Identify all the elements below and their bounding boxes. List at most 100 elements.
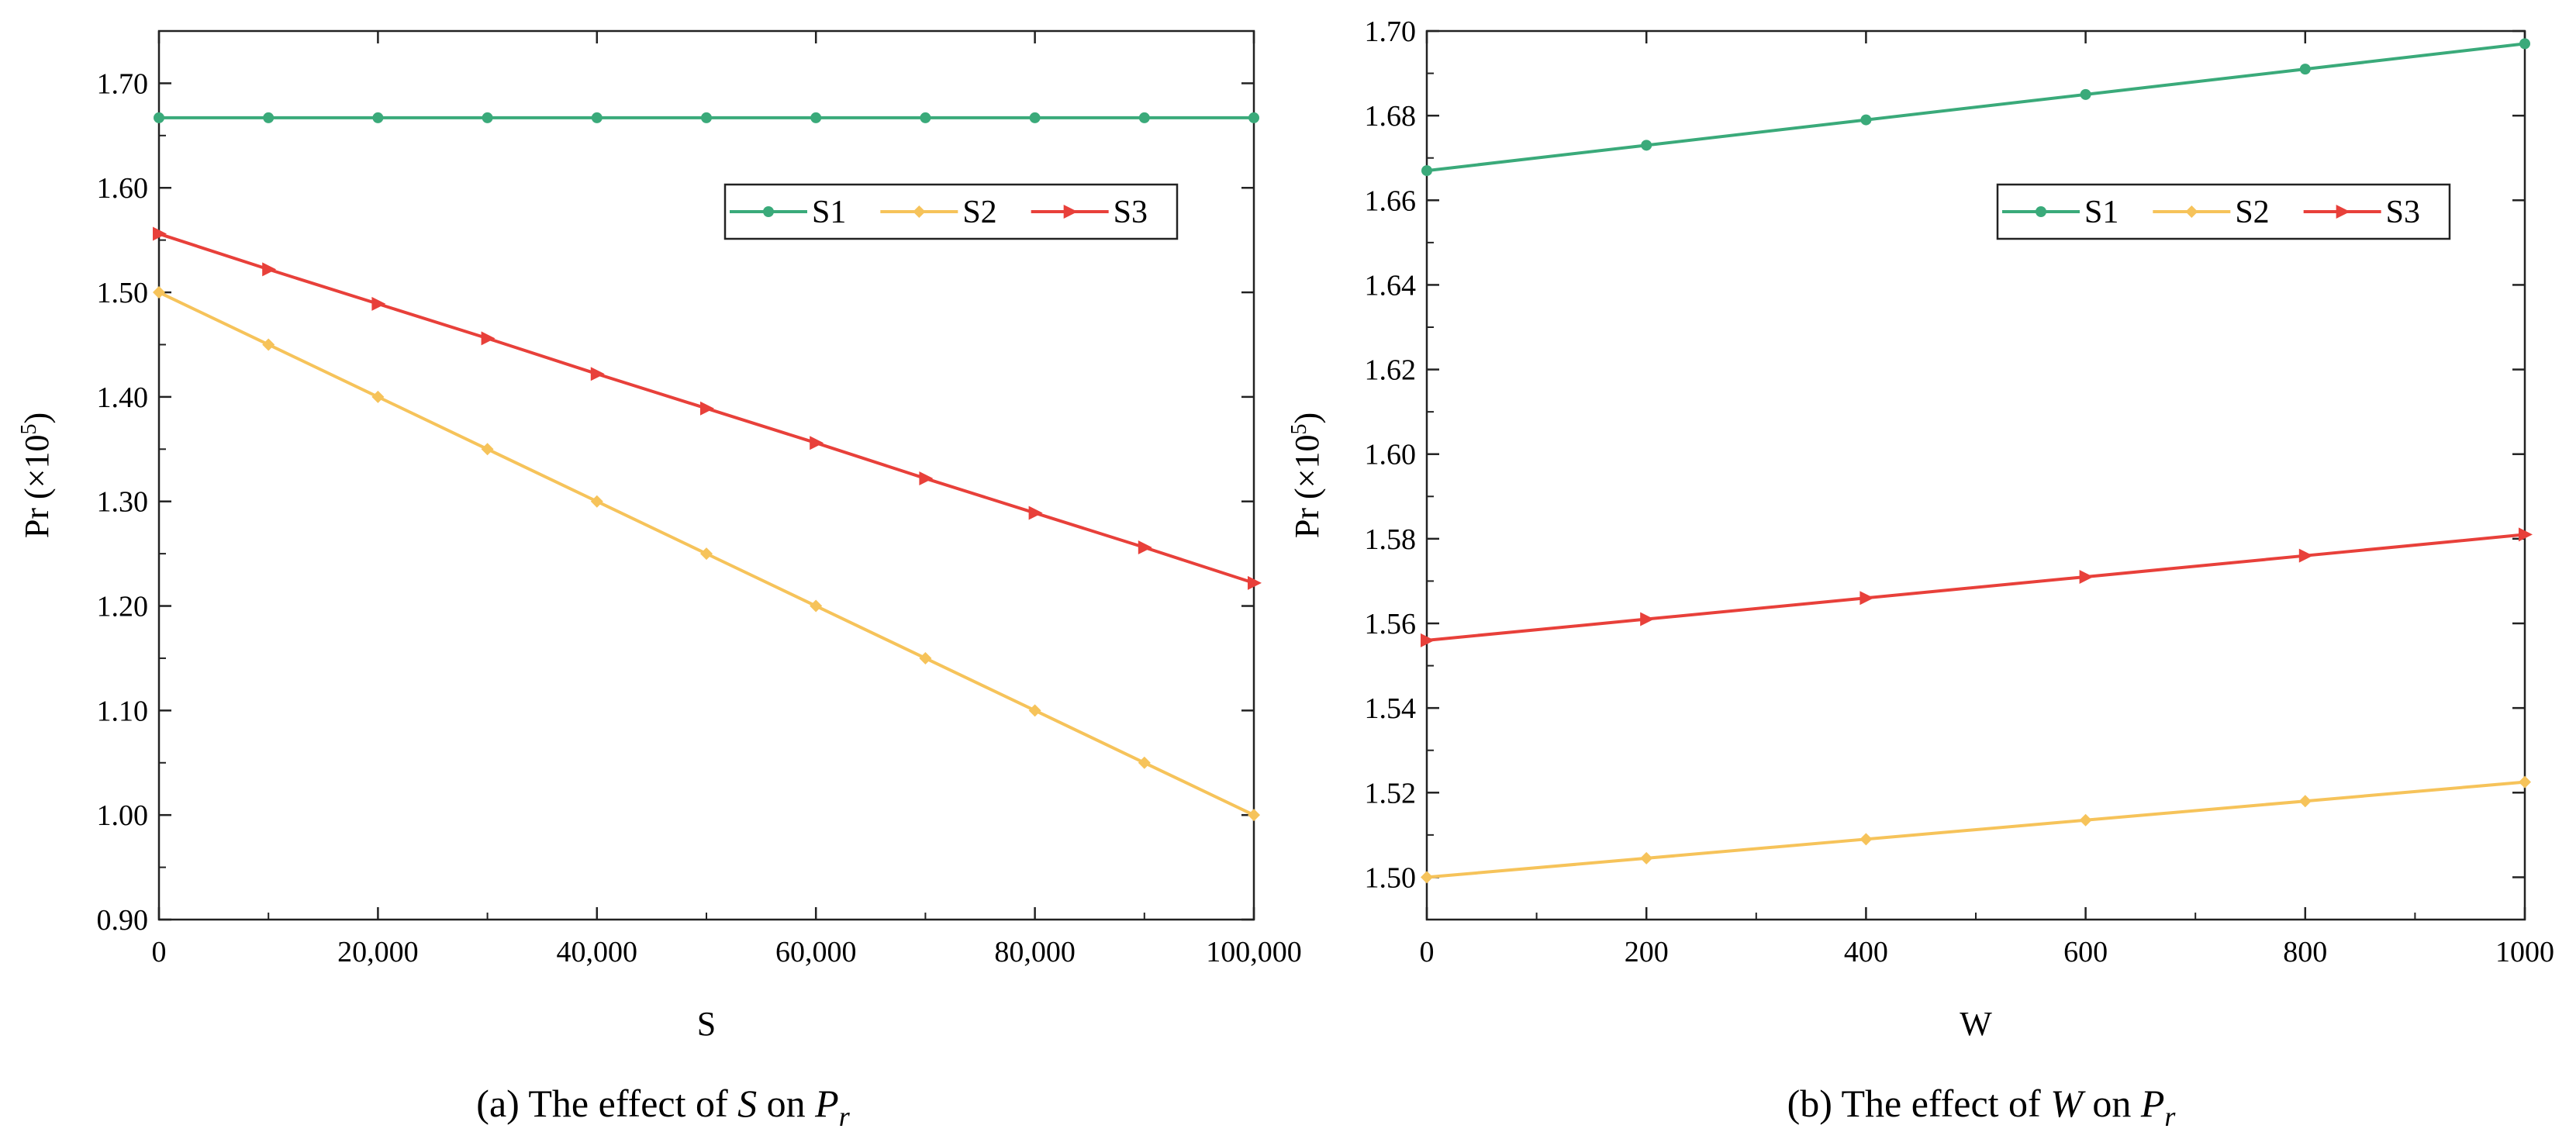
y-tick-label: 1.70 [1365,16,1417,48]
x-tick-label: 1000 [2495,936,2554,968]
data-point-S3 [481,331,496,346]
data-point-S1 [701,112,712,123]
y-tick-label: 1.50 [1365,861,1417,894]
y-tick-label: 1.60 [1365,439,1417,471]
data-point-S2 [262,338,275,351]
plot-frame [157,29,1255,921]
data-point-S1 [2299,64,2311,75]
data-point-S3 [1028,506,1043,520]
data-point-S2 [1859,833,1873,846]
data-point-S3 [153,226,167,241]
data-point-S3 [2519,527,2533,542]
data-point-S1 [1421,165,1432,177]
data-point-S2 [371,390,385,403]
y-tick-label: 1.20 [97,591,149,623]
x-tick-label: 60,000 [775,936,857,968]
data-point-S2 [1421,871,1433,884]
data-point-S1 [482,112,493,123]
y-tick-label: 1.56 [1365,608,1417,640]
x-tick-label: 600 [2063,936,2108,968]
y-tick-label: 1.54 [1365,692,1417,725]
x-tick-label: 800 [2283,936,2327,968]
legend-marker-S3 [1063,205,1078,219]
data-point-S2 [153,286,165,299]
legend-label-S2: S2 [2235,195,2269,230]
legend-marker-S1 [2036,206,2046,217]
x-tick-label: 0 [1420,936,1435,968]
data-point-S1 [154,112,164,123]
data-point-S2 [919,651,932,664]
series-line-S2 [1426,780,2526,879]
y-tick-label: 1.62 [1365,354,1417,387]
y-tick-label: 1.64 [1365,269,1417,302]
data-point-S1 [810,112,822,123]
chart-caption: (b) The effect of W on Pr [1787,1082,2177,1132]
y-tick-label: 1.30 [97,486,149,519]
data-point-S1 [1138,112,1150,123]
plot-frame [1425,29,2526,921]
legend-marker-S3 [2336,205,2350,219]
x-axis-title: W [1960,1005,1992,1043]
data-point-S1 [263,112,275,123]
data-point-S3 [919,471,934,486]
legend-marker-S2 [2185,205,2198,218]
x-tick-label: 20,000 [337,936,419,968]
data-point-S2 [1248,809,1260,822]
y-tick-label: 1.10 [97,695,149,727]
series-line-S3 [1426,533,2526,642]
data-point-S2 [2298,795,2312,808]
series-line-S1 [1426,42,2526,173]
data-point-S2 [700,547,713,561]
legend-label-S2: S2 [962,195,996,230]
data-point-S3 [2298,548,2313,563]
x-tick-label: 80,000 [994,936,1076,968]
data-point-S3 [1248,575,1262,590]
y-tick-label: 0.90 [97,904,149,937]
data-point-S3 [590,367,605,381]
data-point-S3 [1859,591,1874,606]
data-point-S2 [1640,851,1653,865]
data-point-S1 [1860,114,1872,126]
data-point-S2 [481,443,494,456]
data-point-S1 [1248,112,1259,123]
data-point-S1 [1029,112,1041,123]
data-point-S2 [2079,813,2092,827]
x-tick-label: 400 [1844,936,1888,968]
chart-caption: (a) The effect of S on Pr [476,1082,850,1132]
data-point-S1 [372,112,384,123]
legend-label-S3: S3 [2386,195,2420,230]
data-point-S1 [1641,140,1652,151]
y-tick-label: 1.52 [1365,777,1417,809]
legend-marker-S1 [763,206,774,217]
y-tick-label: 1.40 [97,381,149,414]
y-axis-title: Pr (×105) [17,412,56,538]
data-point-S1 [2080,88,2091,100]
legend-label-S1: S1 [812,195,846,230]
data-point-S1 [2519,38,2530,50]
legend: S1 S2 S3 [1996,183,2451,240]
data-point-S3 [371,296,386,311]
legend-label-S1: S1 [2084,195,2118,230]
y-tick-label: 1.50 [97,277,149,309]
data-point-S3 [1640,612,1655,626]
chart-a: 0 20,000 40,000 60,000 80,000 100,000 0.90 1.00… [17,29,1302,1132]
data-point-S1 [591,112,603,123]
data-point-S3 [1138,540,1152,555]
data-point-S3 [700,401,714,416]
x-tick-label: 0 [152,936,167,968]
data-point-S2 [1028,704,1041,717]
y-tick-label: 1.70 [97,67,149,100]
data-point-S2 [1138,756,1151,769]
data-point-S3 [262,262,277,277]
data-point-S3 [810,436,824,450]
legend-label-S3: S3 [1114,195,1148,230]
data-point-S1 [920,112,931,123]
x-tick-label: 200 [1625,936,1669,968]
y-axis-title: Pr (×105) [1287,412,1326,538]
legend: S1 S2 S3 [723,183,1179,240]
legend-marker-S2 [913,205,926,218]
y-tick-label: 1.60 [97,172,149,205]
y-tick-label: 1.58 [1365,523,1417,556]
y-tick-label: 1.00 [97,799,149,832]
